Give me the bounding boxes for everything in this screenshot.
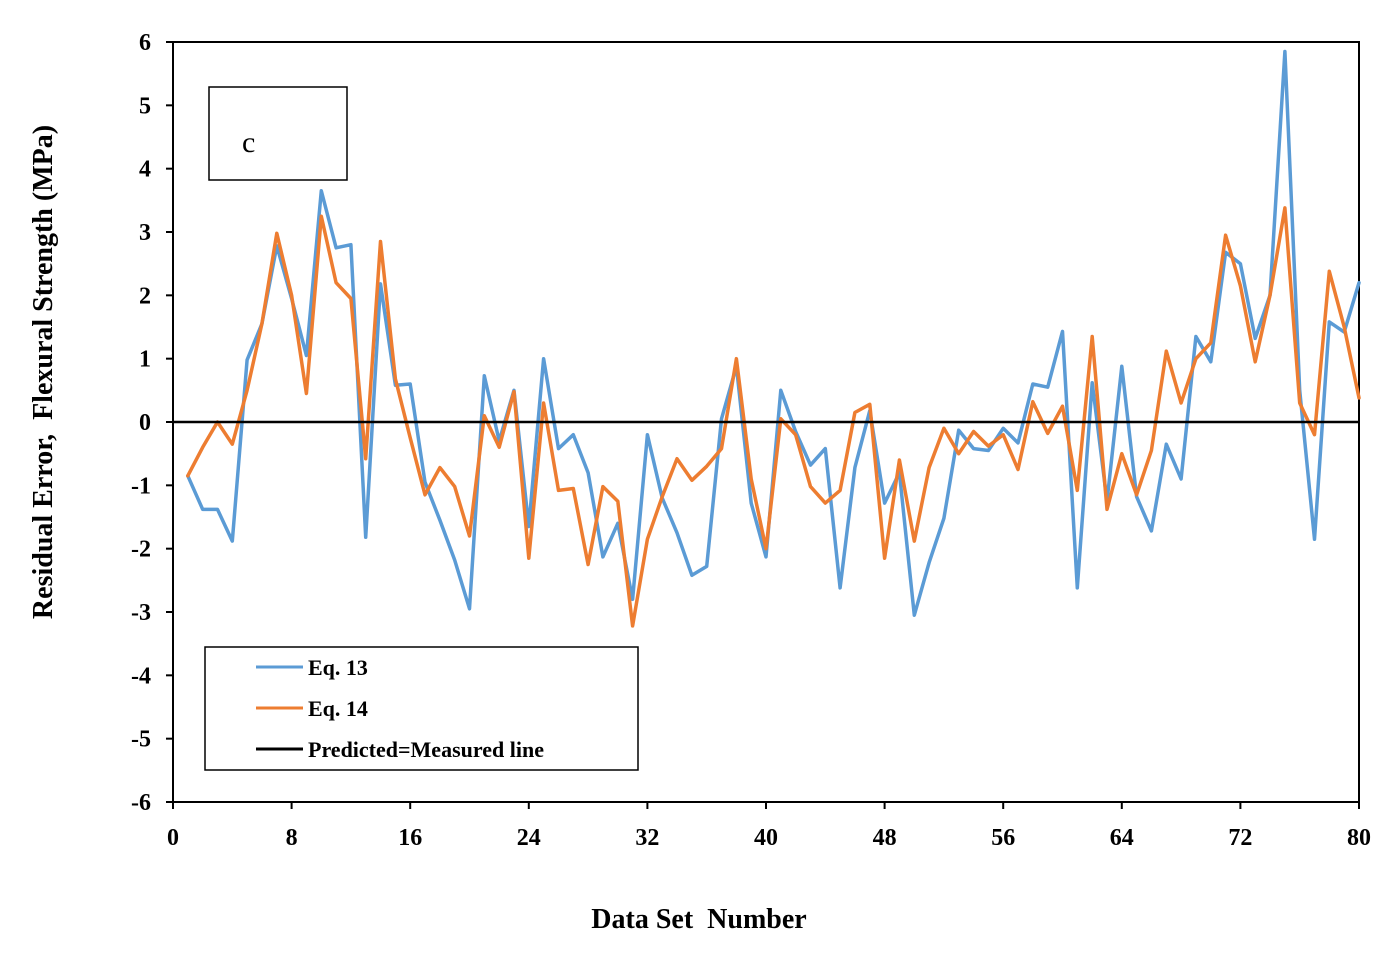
- y-tick-label: 1: [139, 347, 151, 373]
- y-tick-label: 2: [139, 283, 151, 309]
- series-line-eq-14: [186, 206, 1361, 628]
- x-tick-label: 72: [1228, 825, 1252, 851]
- x-tick-label: 40: [754, 825, 778, 851]
- y-axis-title: Residual Error, Flexural Strength (MPa): [28, 125, 59, 619]
- x-tick-label: 48: [873, 825, 897, 851]
- legend-label-reference: Predicted=Measured line: [308, 737, 544, 762]
- legend-label-eq14: Eq. 14: [308, 696, 368, 721]
- y-tick-label: -2: [131, 537, 151, 563]
- y-tick-label: 4: [139, 157, 151, 183]
- x-tick-label: 80: [1347, 825, 1371, 851]
- x-tick-label: 16: [398, 825, 422, 851]
- y-tick-label: -5: [131, 727, 151, 753]
- y-tick-label: -4: [131, 663, 151, 689]
- y-tick-label: -1: [131, 473, 151, 499]
- x-tick-label: 56: [991, 825, 1015, 851]
- series-lines: [186, 49, 1361, 628]
- x-tick-label: 24: [517, 825, 541, 851]
- y-tick-label: 6: [139, 30, 151, 56]
- x-tick-label: 64: [1110, 825, 1134, 851]
- y-tick-label: 5: [139, 93, 151, 119]
- y-tick-label: 3: [139, 220, 151, 246]
- y-tick-label: -3: [131, 600, 151, 626]
- legend: Eq. 13 Eq. 14 Predicted=Measured line: [204, 646, 639, 771]
- series-line-eq-13: [186, 49, 1361, 617]
- panel-label: c: [242, 126, 255, 159]
- y-tick-label: 0: [139, 410, 151, 436]
- x-tick-label: 32: [635, 825, 659, 851]
- panel-label-box: [208, 86, 348, 181]
- x-tick-label: 0: [167, 825, 179, 851]
- y-tick-label: -6: [131, 790, 151, 816]
- legend-label-eq13: Eq. 13: [308, 655, 368, 680]
- x-axis-title: Data Set Number: [591, 904, 806, 935]
- x-tick-label: 8: [286, 825, 298, 851]
